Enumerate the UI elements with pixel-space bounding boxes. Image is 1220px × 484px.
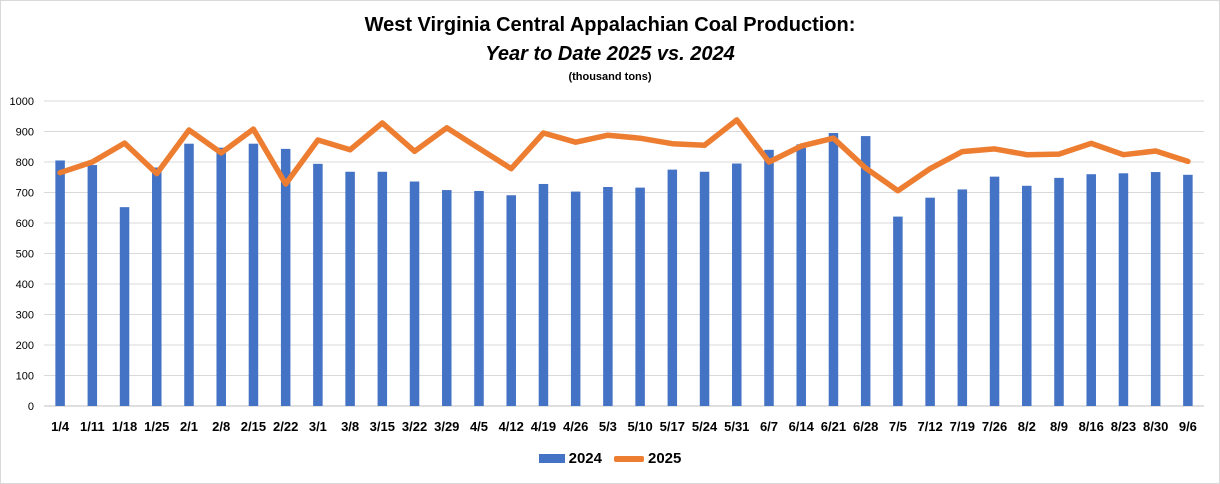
bar-2024 — [506, 195, 516, 406]
x-tick-label: 3/15 — [370, 419, 395, 434]
bar-2024 — [1022, 185, 1032, 406]
y-tick-label: 500 — [16, 249, 34, 261]
bar-2024 — [87, 165, 98, 406]
bar-2024 — [313, 163, 323, 406]
legend-swatch-2025 — [614, 455, 644, 462]
unit-label: (thousand tons) — [568, 71, 652, 83]
bar-2024 — [184, 143, 194, 406]
x-tick-label: 4/19 — [531, 419, 556, 434]
y-tick-label: 300 — [16, 310, 34, 322]
bar-2024 — [474, 190, 484, 406]
legend: 2024 2025 — [0, 450, 1220, 467]
x-tick-label: 8/9 — [1050, 419, 1068, 434]
legend-item-2025: 2025 — [614, 450, 681, 467]
bar-2024 — [1150, 172, 1161, 406]
x-tick-label: 6/21 — [821, 419, 846, 434]
bar-2024 — [345, 171, 355, 406]
y-tick-label: 600 — [16, 218, 34, 230]
x-tick-label: 8/23 — [1111, 419, 1136, 434]
bar-2024 — [538, 183, 549, 406]
x-tick-label: 7/26 — [982, 419, 1007, 434]
legend-label-2025: 2025 — [648, 450, 682, 467]
bar-2024 — [957, 189, 968, 406]
bar-2024 — [1086, 174, 1096, 406]
bar-2024 — [989, 176, 1000, 406]
x-tick-label: 5/10 — [627, 419, 652, 434]
x-tick-label: 2/8 — [212, 419, 230, 434]
chart-title: West Virginia Central Appalachian Coal P… — [364, 14, 856, 36]
x-tick-label: 8/30 — [1143, 419, 1168, 434]
y-tick-label: 1000 — [10, 96, 34, 108]
bar-2024 — [893, 216, 903, 406]
bar-2024 — [635, 187, 645, 406]
bar-2024 — [1054, 177, 1064, 406]
bar-2024 — [442, 190, 452, 406]
x-tick-label: 1/18 — [112, 419, 137, 434]
x-tick-label: 6/7 — [760, 419, 778, 434]
x-tick-label: 5/17 — [660, 419, 685, 434]
x-tick-label: 3/22 — [402, 419, 427, 434]
bar-2024 — [409, 181, 420, 406]
chart-subtitle: Year to Date 2025 vs. 2024 — [485, 43, 735, 65]
y-tick-label: 700 — [16, 188, 34, 200]
x-tick-label: 2/22 — [273, 419, 298, 434]
x-tick-label: 8/16 — [1079, 419, 1104, 434]
x-tick-label: 1/11 — [80, 419, 105, 434]
x-tick-label: 4/5 — [470, 419, 488, 434]
x-tick-label: 5/31 — [724, 419, 749, 434]
legend-label-2024: 2024 — [568, 450, 602, 467]
y-tick-label: 200 — [16, 340, 34, 352]
x-tick-label: 6/14 — [789, 419, 815, 434]
bar-2024 — [828, 133, 839, 406]
y-tick-label: 100 — [16, 371, 34, 383]
bar-2024 — [732, 163, 742, 406]
x-tick-label: 3/29 — [434, 419, 459, 434]
x-tick-label: 9/6 — [1179, 419, 1197, 434]
bar-2024 — [119, 207, 130, 406]
x-tick-label: 2/15 — [241, 419, 266, 434]
y-tick-label: 800 — [16, 157, 34, 169]
legend-item-2024: 2024 — [538, 450, 602, 467]
bar-2024 — [925, 197, 935, 406]
bar-2024 — [796, 144, 806, 406]
bar-2024 — [216, 147, 226, 407]
bar-2024 — [152, 167, 162, 406]
bar-2024 — [377, 171, 388, 406]
x-tick-label: 4/26 — [563, 419, 588, 434]
line-2025 — [57, 117, 1191, 194]
y-tick-label: 400 — [16, 279, 34, 291]
x-tick-label: 7/5 — [889, 419, 907, 434]
x-tick-label: 4/12 — [499, 419, 524, 434]
bar-2024 — [603, 187, 613, 406]
bar-2024 — [248, 143, 259, 406]
x-tick-label: 7/12 — [917, 419, 942, 434]
x-tick-label: 5/3 — [599, 419, 617, 434]
x-tick-label: 1/4 — [51, 419, 70, 434]
bar-2024 — [1183, 174, 1193, 406]
bar-2024 — [1118, 173, 1129, 406]
y-tick-label: 900 — [16, 127, 34, 139]
x-tick-label: 5/24 — [692, 419, 718, 434]
x-tick-label: 8/2 — [1018, 419, 1036, 434]
bar-2024 — [860, 136, 871, 406]
bar-2024 — [667, 169, 678, 406]
x-tick-label: 6/28 — [853, 419, 878, 434]
y-tick-label: 0 — [28, 401, 34, 413]
bar-2024 — [55, 160, 65, 406]
bar-2024 — [570, 191, 581, 406]
x-tick-label: 2/1 — [180, 419, 198, 434]
bar-2024 — [280, 148, 291, 406]
x-tick-label: 1/25 — [144, 419, 169, 434]
bar-2024 — [764, 149, 774, 407]
x-tick-label: 7/19 — [950, 419, 975, 434]
legend-swatch-2024 — [538, 454, 565, 463]
x-tick-label: 3/1 — [309, 419, 327, 434]
bar-2024 — [699, 171, 710, 406]
x-tick-label: 3/8 — [341, 419, 359, 434]
